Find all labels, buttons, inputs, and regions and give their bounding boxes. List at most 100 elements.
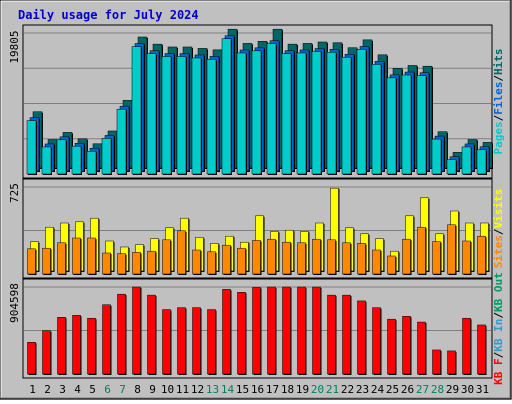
bar-kb-f-22 bbox=[342, 294, 351, 375]
bar-kb-f-9 bbox=[147, 294, 156, 375]
bar-kb-f-25 bbox=[387, 318, 396, 375]
x-tick-label: 6 bbox=[104, 383, 111, 396]
bar-sites-1 bbox=[27, 248, 36, 275]
legend-text: KB F/KB In/KB Out bbox=[492, 272, 505, 385]
legend-hits-files-pages: Pages/Files/Hits bbox=[492, 49, 505, 155]
legend-entry: Sites bbox=[492, 235, 505, 268]
bar-sites-20 bbox=[312, 238, 321, 275]
bar-kb-f-4 bbox=[72, 315, 81, 375]
legend-separator: / bbox=[492, 351, 505, 358]
y-max-label: 725 bbox=[8, 183, 21, 203]
bar-pages-9 bbox=[146, 53, 157, 175]
bar-sites-21 bbox=[327, 239, 336, 275]
bar-pages-11 bbox=[176, 56, 187, 175]
bar-sites-13 bbox=[207, 251, 216, 275]
bar-sites-29 bbox=[447, 224, 456, 275]
bar-pages-15 bbox=[236, 52, 247, 175]
bar-kb-f-27 bbox=[417, 321, 426, 375]
legend-separator: / bbox=[492, 114, 505, 121]
x-tick-label: 28 bbox=[431, 383, 444, 396]
bar-pages-2 bbox=[41, 146, 52, 175]
x-tick-label: 30 bbox=[461, 383, 474, 396]
legend-visits-sites: Sites/Visits bbox=[492, 189, 505, 269]
x-tick-label: 4 bbox=[74, 383, 81, 396]
x-tick-label: 25 bbox=[386, 383, 399, 396]
bar-sites-11 bbox=[177, 230, 186, 275]
x-tick-label: 7 bbox=[119, 383, 126, 396]
bar-pages-26 bbox=[401, 74, 412, 175]
bar-pages-21 bbox=[326, 52, 337, 175]
chart-title: Daily usage for July 2024 bbox=[18, 8, 199, 22]
bar-pages-13 bbox=[206, 59, 217, 175]
x-tick-label: 19 bbox=[296, 383, 309, 396]
x-tick-label: 18 bbox=[281, 383, 294, 396]
y-max-label: 19805 bbox=[8, 30, 21, 63]
bar-kb-f-24 bbox=[372, 307, 381, 375]
bar-sites-31 bbox=[477, 235, 486, 275]
x-tick-label: 24 bbox=[371, 383, 385, 396]
bar-kb-f-23 bbox=[357, 300, 366, 375]
bar-pages-14 bbox=[221, 38, 232, 175]
bar-sites-8 bbox=[132, 252, 141, 275]
bar-pages-10 bbox=[161, 56, 172, 175]
x-tick-label: 26 bbox=[401, 383, 414, 396]
bar-pages-24 bbox=[371, 64, 382, 175]
x-tick-label: 10 bbox=[161, 383, 174, 396]
bar-kb-f-16 bbox=[252, 287, 261, 375]
bar-pages-29 bbox=[446, 159, 457, 175]
x-tick-label: 21 bbox=[326, 383, 339, 396]
x-tick-label: 12 bbox=[191, 383, 204, 396]
legend-entry: Pages bbox=[492, 121, 505, 154]
bar-kb-f-15 bbox=[237, 292, 246, 375]
bar-sites-3 bbox=[57, 242, 66, 275]
x-tick-label: 29 bbox=[446, 383, 459, 396]
bar-pages-25 bbox=[386, 77, 397, 175]
bar-sites-23 bbox=[357, 243, 366, 275]
bar-kb-f-5 bbox=[87, 317, 96, 375]
bar-sites-15 bbox=[237, 247, 246, 275]
bar-pages-16 bbox=[251, 50, 262, 175]
bar-pages-8 bbox=[131, 46, 142, 175]
bar-pages-5 bbox=[86, 150, 97, 175]
legend-kbytes: KB F/KB In/KB Out bbox=[492, 272, 505, 385]
legend-text: Sites/Visits bbox=[492, 189, 505, 269]
bar-kb-f-18 bbox=[282, 286, 291, 375]
bar-sites-30 bbox=[462, 240, 471, 275]
bar-pages-6 bbox=[101, 138, 112, 175]
legend-entry: KB Out bbox=[492, 272, 505, 312]
bar-sites-14 bbox=[222, 244, 231, 275]
chart-panels: 19805 Pages/Files/Hits 725 Sites/Visits 9045… bbox=[8, 24, 505, 385]
bar-sites-25 bbox=[387, 255, 396, 275]
bar-sites-4 bbox=[72, 237, 81, 275]
bar-pages-22 bbox=[341, 56, 352, 175]
bar-sites-5 bbox=[87, 237, 96, 275]
bar-kb-f-29 bbox=[447, 350, 456, 375]
bar-sites-28 bbox=[432, 241, 441, 275]
legend-entry: KB F bbox=[492, 358, 505, 385]
x-tick-label: 11 bbox=[176, 383, 189, 396]
bar-sites-27 bbox=[417, 226, 426, 275]
y-max-label: 904598 bbox=[8, 283, 21, 323]
bar-kb-f-14 bbox=[222, 289, 231, 375]
x-tick-label: 13 bbox=[206, 383, 219, 396]
bar-sites-2 bbox=[42, 247, 51, 275]
bar-pages-7 bbox=[116, 108, 127, 175]
x-tick-label: 5 bbox=[89, 383, 96, 396]
bar-pages-4 bbox=[71, 145, 82, 175]
bar-sites-19 bbox=[297, 242, 306, 275]
bar-pages-1 bbox=[26, 120, 37, 175]
bar-sites-24 bbox=[372, 249, 381, 275]
bar-pages-27 bbox=[416, 75, 427, 175]
bar-pages-3 bbox=[56, 139, 67, 175]
bar-sites-17 bbox=[267, 238, 276, 275]
bar-pages-31 bbox=[476, 149, 487, 175]
bar-kb-f-3 bbox=[57, 317, 66, 375]
legend-separator: / bbox=[492, 228, 505, 235]
bar-sites-18 bbox=[282, 241, 291, 275]
x-tick-label: 15 bbox=[236, 383, 249, 396]
x-tick-label: 3 bbox=[59, 383, 66, 396]
x-tick-label: 22 bbox=[341, 383, 354, 396]
bar-kb-f-2 bbox=[42, 330, 51, 375]
